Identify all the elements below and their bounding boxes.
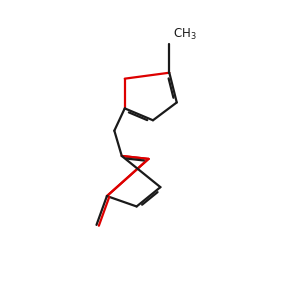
Text: CH$_3$: CH$_3$: [173, 26, 197, 41]
